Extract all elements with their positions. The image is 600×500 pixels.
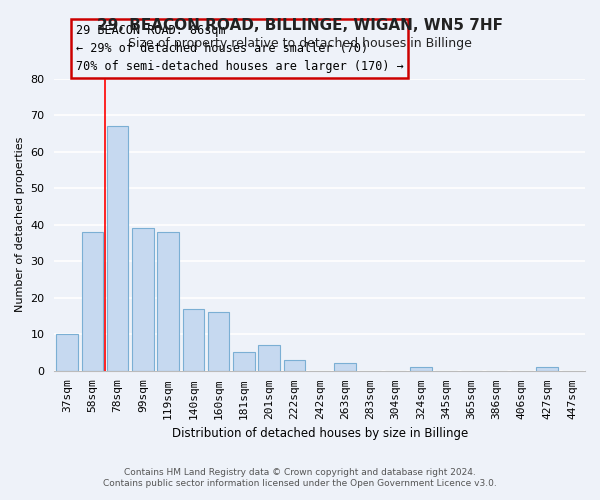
Bar [107,126,128,370]
Text: 29, BEACON ROAD, BILLINGE, WIGAN, WN5 7HF: 29, BEACON ROAD, BILLINGE, WIGAN, WN5 7H… [97,18,503,32]
Bar [284,360,305,370]
Y-axis label: Number of detached properties: Number of detached properties [15,137,25,312]
Bar [536,367,558,370]
Bar [132,228,154,370]
Text: Contains HM Land Registry data © Crown copyright and database right 2024.
Contai: Contains HM Land Registry data © Crown c… [103,468,497,487]
Bar [410,367,431,370]
Bar [82,232,103,370]
Bar [56,334,78,370]
Bar [233,352,254,370]
Bar [182,308,204,370]
X-axis label: Distribution of detached houses by size in Billinge: Distribution of detached houses by size … [172,427,468,440]
Bar [208,312,229,370]
Bar [157,232,179,370]
Text: 29 BEACON ROAD: 86sqm
← 29% of detached houses are smaller (70)
70% of semi-deta: 29 BEACON ROAD: 86sqm ← 29% of detached … [76,24,403,73]
Bar [259,345,280,370]
Text: Size of property relative to detached houses in Billinge: Size of property relative to detached ho… [128,38,472,51]
Bar [334,363,356,370]
